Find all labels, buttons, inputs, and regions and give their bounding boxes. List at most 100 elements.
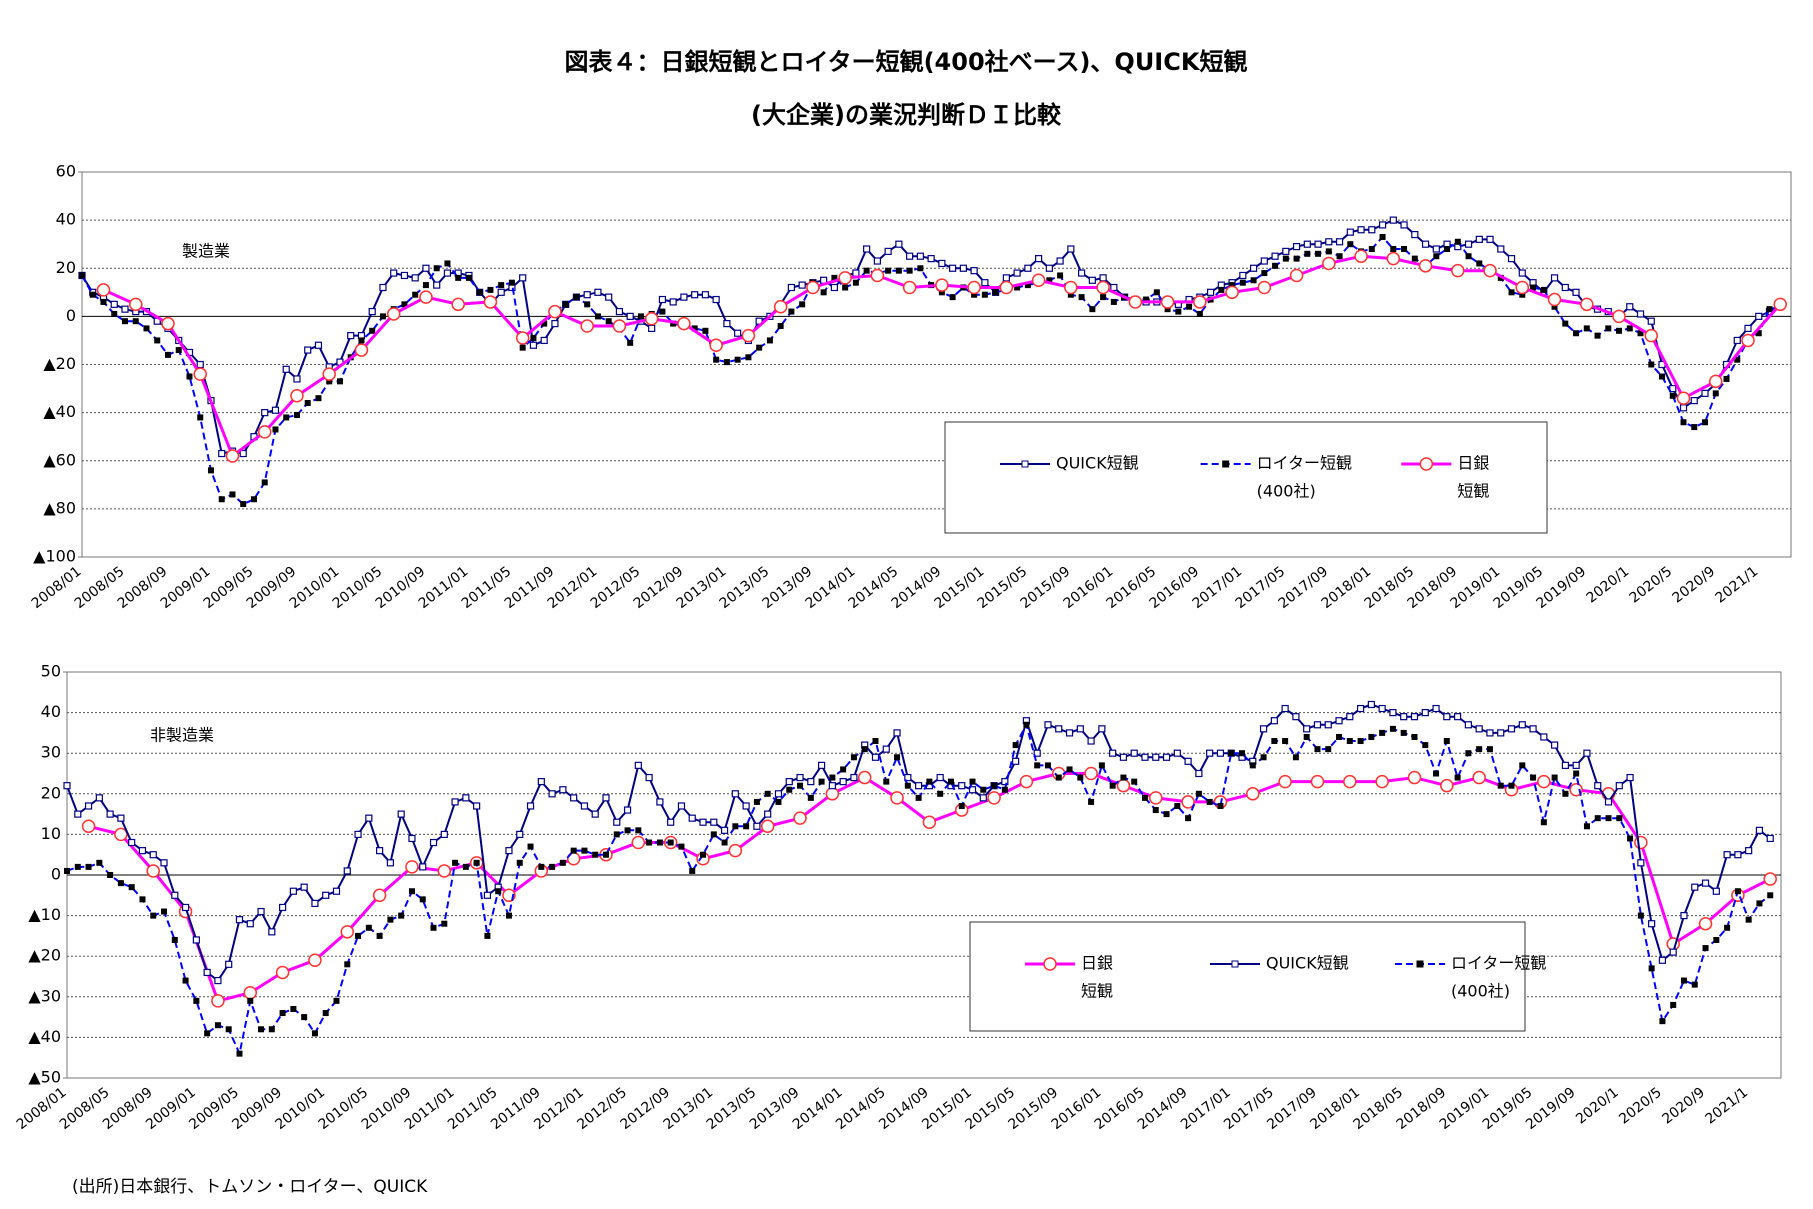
data-point — [1755, 826, 1764, 834]
data-point — [1289, 268, 1304, 283]
data-point — [741, 328, 756, 343]
data-point — [1246, 787, 1260, 801]
data-point — [1217, 802, 1224, 809]
chart-title: 図表４：日銀短観とロイター短観(400社ベース)、QUICK短観 — [565, 48, 1248, 76]
data-point — [667, 839, 674, 846]
data-point — [1260, 754, 1267, 761]
data-point — [529, 341, 538, 349]
data-point — [710, 818, 718, 826]
data-point — [1044, 762, 1051, 769]
data-point — [1346, 713, 1354, 721]
data-point — [1669, 948, 1677, 956]
data-point — [838, 271, 852, 285]
data-point — [368, 307, 376, 316]
data-point — [594, 313, 601, 320]
data-point — [1046, 277, 1053, 284]
data-point — [852, 269, 860, 277]
data-point — [250, 496, 257, 503]
data-point — [322, 891, 330, 899]
data-point — [336, 378, 343, 385]
data-point — [355, 932, 362, 939]
data-point — [857, 770, 872, 785]
data-point — [667, 818, 675, 826]
y-tick-label: 20 — [56, 258, 76, 277]
data-point — [1627, 835, 1634, 842]
data-point — [261, 479, 268, 486]
data-point — [1418, 259, 1433, 273]
data-point — [1055, 725, 1063, 733]
data-point — [1314, 746, 1321, 753]
data-point — [81, 819, 96, 834]
data-point — [437, 864, 452, 878]
data-point — [947, 778, 954, 785]
y-tick-label: ▲80 — [43, 498, 76, 517]
legend-marker — [1231, 960, 1239, 968]
data-point — [1507, 725, 1516, 733]
data-point — [1128, 295, 1143, 309]
data-point — [275, 965, 290, 980]
data-point — [648, 324, 656, 333]
data-point — [1612, 309, 1626, 324]
data-point — [1691, 424, 1698, 431]
data-point — [728, 843, 743, 858]
data-point — [225, 960, 233, 968]
data-point — [1637, 859, 1645, 867]
data-point — [1379, 233, 1386, 240]
data-point — [645, 773, 653, 782]
data-point — [1616, 815, 1623, 822]
legend-label: 短観 — [1081, 982, 1113, 1001]
data-point — [1573, 330, 1580, 337]
data-point — [1550, 274, 1559, 282]
data-point — [128, 838, 136, 847]
data-point — [246, 920, 254, 928]
data-point — [429, 838, 438, 847]
data-point — [1261, 270, 1268, 277]
data-point — [95, 794, 103, 802]
legend-box — [969, 921, 1526, 1032]
data-point — [602, 851, 609, 858]
data-point — [1386, 251, 1401, 266]
data-point — [110, 300, 118, 308]
data-point — [958, 782, 966, 790]
data-point — [121, 318, 128, 325]
y-tick-label: 20 — [41, 783, 61, 802]
data-point — [1173, 749, 1181, 757]
panel-label: 非製造業 — [150, 726, 214, 745]
data-point — [1035, 255, 1043, 263]
data-point — [786, 786, 793, 793]
data-point — [1229, 282, 1236, 289]
data-point — [1001, 786, 1008, 793]
y-tick-label: ▲20 — [28, 946, 61, 965]
data-point — [1271, 252, 1279, 260]
data-point — [304, 346, 312, 354]
chart-title: (大企業)の業況判断ＤＩ比較 — [751, 101, 1062, 129]
data-point — [938, 289, 945, 296]
data-point — [433, 281, 441, 289]
data-point — [114, 827, 128, 842]
data-point — [1756, 900, 1763, 907]
data-point — [709, 338, 723, 352]
data-point — [240, 501, 247, 508]
data-point — [386, 307, 401, 321]
data-point — [1343, 774, 1357, 789]
data-point — [1561, 283, 1569, 292]
data-point — [1709, 374, 1723, 389]
data-point — [1347, 241, 1354, 248]
data-point — [1164, 306, 1171, 313]
data-point — [354, 830, 362, 839]
legend-label: ロイター短観 — [1451, 954, 1546, 973]
data-point — [882, 745, 890, 753]
data-point — [462, 794, 470, 802]
data-point — [1551, 774, 1558, 781]
legend-box — [944, 421, 1548, 534]
data-point — [444, 260, 451, 267]
data-point — [301, 1014, 308, 1021]
data-point — [753, 798, 760, 805]
data-point — [1002, 274, 1010, 282]
data-point — [1357, 738, 1364, 745]
data-point — [322, 1010, 329, 1017]
data-point — [1378, 704, 1386, 713]
data-point — [1066, 766, 1073, 773]
data-point — [196, 360, 204, 369]
data-point — [1216, 749, 1225, 757]
